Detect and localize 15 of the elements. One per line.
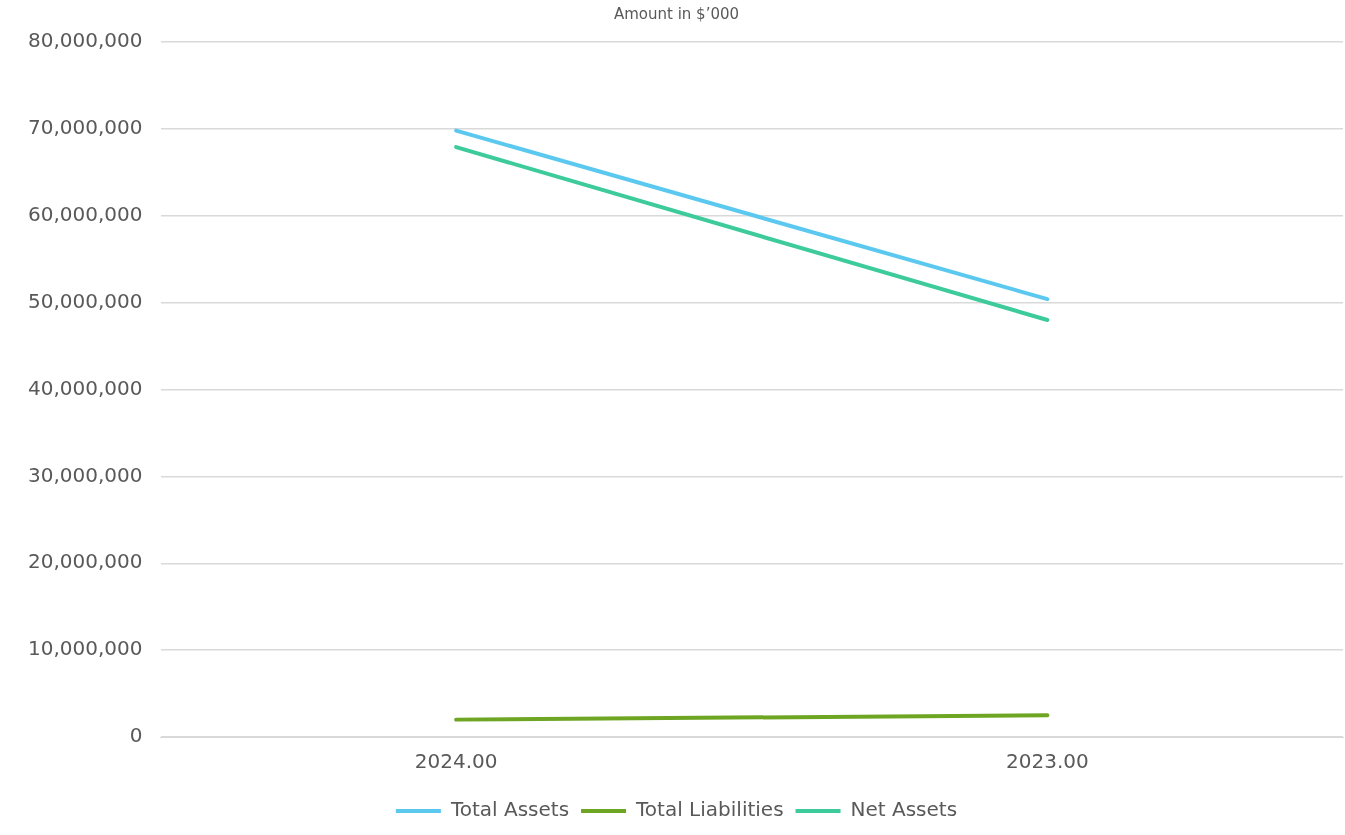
x-tick-label: 2023.00: [1006, 749, 1089, 774]
y-tick-label: 50,000,000: [28, 288, 143, 313]
y-tick-label: 10,000,000: [28, 636, 143, 661]
y-tick-label: 0: [129, 723, 143, 748]
y-tick-label: 60,000,000: [28, 201, 143, 226]
y-tick-label: 80,000,000: [28, 28, 143, 53]
y-tick-label: 30,000,000: [28, 462, 143, 487]
legend-label: Net Assets: [850, 797, 958, 822]
y-tick-label: 70,000,000: [28, 115, 143, 140]
x-tick-label: 2024.00: [414, 749, 498, 774]
y-tick-label: 20,000,000: [28, 549, 143, 574]
legend-label: Total Assets: [449, 797, 570, 822]
chart-title: Amount in $’000: [613, 4, 740, 23]
legend-label: Total Liabilities: [635, 797, 784, 822]
y-tick-label: 40,000,000: [28, 375, 143, 400]
